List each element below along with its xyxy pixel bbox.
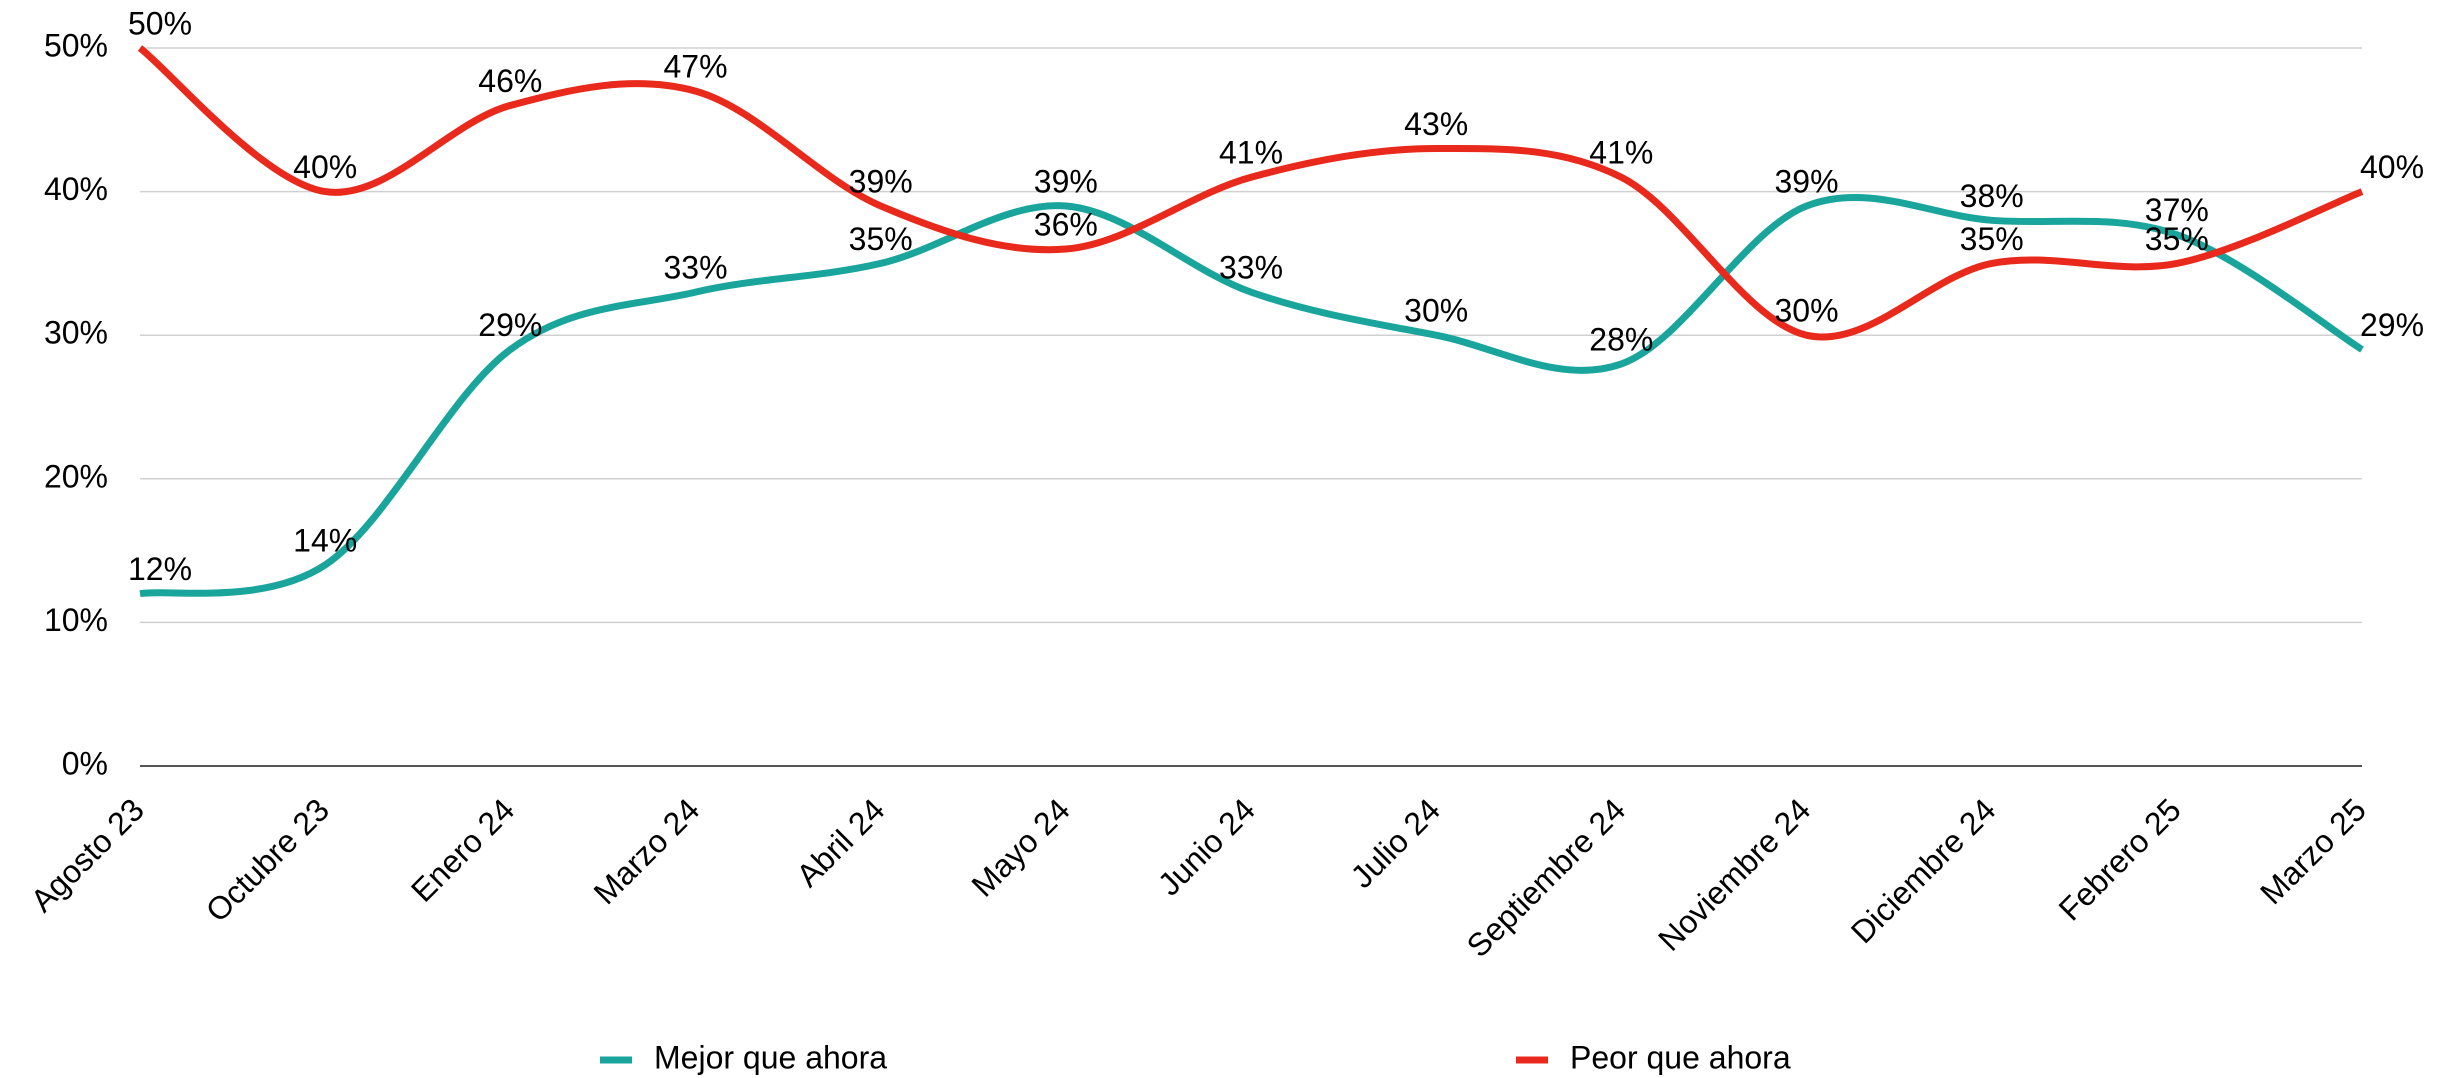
x-tick-label: Septiembre 24 bbox=[1460, 791, 1633, 964]
y-tick-label: 0% bbox=[62, 745, 108, 781]
data-label: 39% bbox=[1774, 163, 1838, 199]
data-label: 41% bbox=[1219, 135, 1283, 171]
y-tick-label: 30% bbox=[44, 315, 108, 351]
x-tick-label: Noviembre 24 bbox=[1651, 791, 1817, 957]
data-label: 40% bbox=[293, 149, 357, 185]
data-label: 50% bbox=[128, 5, 192, 41]
data-label: 35% bbox=[1960, 221, 2024, 257]
data-label: 46% bbox=[478, 63, 542, 99]
data-label: 37% bbox=[2145, 192, 2209, 228]
data-label: 29% bbox=[2360, 307, 2424, 343]
data-label: 43% bbox=[1404, 106, 1468, 142]
data-label: 36% bbox=[1034, 206, 1098, 242]
x-tick-label: Marzo 25 bbox=[2253, 791, 2373, 911]
x-tick-label: Agosto 23 bbox=[24, 791, 151, 918]
data-label: 35% bbox=[2145, 221, 2209, 257]
line bbox=[137, 45, 2364, 341]
data-label: 33% bbox=[1219, 250, 1283, 286]
x-tick-label: Julio 24 bbox=[1344, 791, 1447, 894]
data-label: 14% bbox=[293, 522, 357, 558]
data-label: 38% bbox=[1960, 178, 2024, 214]
data-label: 39% bbox=[1034, 163, 1098, 199]
data-label: 33% bbox=[663, 250, 727, 286]
data-label: 39% bbox=[849, 163, 913, 199]
y-tick-label: 20% bbox=[44, 458, 108, 494]
x-tick-label: Marzo 24 bbox=[587, 791, 707, 911]
x-tick-label: Junio 24 bbox=[1151, 791, 1262, 902]
data-label: 12% bbox=[128, 551, 192, 587]
legend-label: Mejor que ahora bbox=[654, 1039, 887, 1075]
data-label: 47% bbox=[663, 49, 727, 85]
y-tick-label: 10% bbox=[44, 602, 108, 638]
x-tick-label: Enero 24 bbox=[404, 791, 521, 908]
data-label: 40% bbox=[2360, 149, 2424, 185]
y-tick-label: 50% bbox=[44, 27, 108, 63]
data-label: 35% bbox=[849, 221, 913, 257]
data-label: 41% bbox=[1589, 135, 1653, 171]
x-tick-label: Febrero 25 bbox=[2052, 791, 2188, 927]
data-label: 29% bbox=[478, 307, 542, 343]
line bbox=[139, 193, 2364, 598]
legend-label: Peor que ahora bbox=[1570, 1039, 1791, 1075]
data-label: 30% bbox=[1774, 293, 1838, 329]
data-label: 30% bbox=[1404, 293, 1468, 329]
data-label: 28% bbox=[1589, 321, 1653, 357]
x-tick-label: Abril 24 bbox=[789, 791, 891, 893]
y-tick-label: 40% bbox=[44, 171, 108, 207]
x-tick-label: Octubre 23 bbox=[199, 791, 336, 928]
x-tick-label: Mayo 24 bbox=[965, 791, 1077, 903]
x-tick-label: Diciembre 24 bbox=[1844, 791, 2003, 950]
